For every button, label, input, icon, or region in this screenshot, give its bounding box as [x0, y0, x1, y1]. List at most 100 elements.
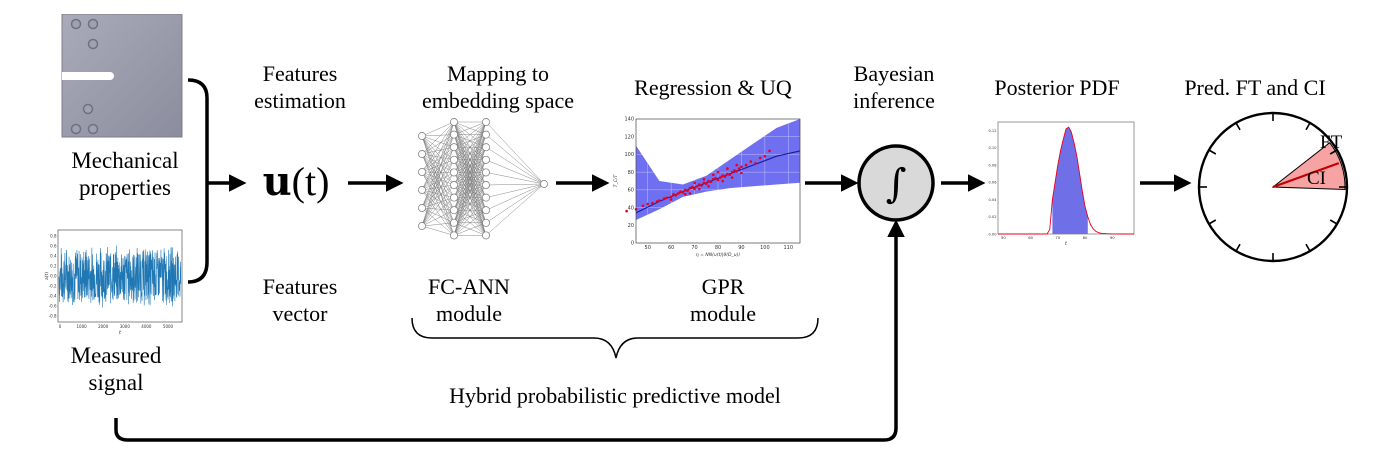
ann-weight: [485, 172, 545, 185]
ann-neuron: [418, 168, 426, 176]
gpr-xlabel: η = NN(u(t)|θ(D_u)): [696, 252, 740, 258]
gpr-data-point: [763, 154, 767, 158]
gpr-title: Regression & UQ: [634, 75, 792, 100]
gpr-ytick-label: 20: [628, 223, 634, 229]
ann-weight: [453, 121, 487, 135]
ann-weight: [421, 225, 455, 236]
gpr-data-point: [721, 174, 724, 177]
ann-weight: [485, 134, 545, 185]
dial-tick: [1235, 243, 1241, 252]
ci-label: CI: [1307, 168, 1326, 189]
vector-argument: (t): [291, 159, 330, 204]
gpr-data-point: [705, 182, 708, 185]
gpr-data-point: [681, 191, 685, 194]
gpr-data-point: [714, 177, 717, 180]
neural-network-diagram: [418, 118, 548, 240]
prediction-dial: FT CI: [1197, 111, 1349, 263]
ann-weight: [485, 183, 545, 198]
ann-weight: [485, 183, 545, 186]
ann-weight: [453, 147, 487, 236]
gpr-data-point: [716, 170, 720, 174]
ann-weight: [421, 153, 455, 161]
gpr-data-point: [768, 149, 771, 153]
ann-weight: [421, 147, 455, 227]
ann-weight: [421, 121, 455, 227]
signal-xtick-label: 3000: [120, 324, 131, 329]
signal-xtick-label: 4000: [141, 324, 152, 329]
gpr-data-point: [641, 204, 645, 208]
ann-weight: [421, 134, 455, 227]
gpr-data-point: [712, 177, 715, 181]
ann-neuron: [450, 130, 458, 139]
integral-symbol: ∫: [886, 161, 907, 207]
gpr-xtick-label: 110: [784, 245, 794, 251]
gpr-data-point: [688, 186, 692, 190]
ann-weight: [453, 159, 487, 236]
ann-weight: [453, 172, 487, 236]
ann-neuron: [482, 193, 490, 202]
pdf-ytick-label: 0.00: [988, 232, 997, 236]
ann-neuron: [450, 168, 458, 177]
ann-weight: [421, 172, 455, 227]
bayesian-inference-title: Bayesian inference: [853, 61, 935, 113]
ann-weight: [453, 184, 487, 236]
posterior-pdf-plot: 50 60 70 80 90 0.00 0.02 0.04 0.06 0.08 0.10 0.12 t: [988, 121, 1135, 247]
ann-neuron: [450, 181, 458, 189]
gpr-module-label: GPR module: [690, 274, 756, 326]
ann-weight: [485, 121, 545, 185]
gpr-data-point: [744, 163, 748, 167]
gpr-data-point: [646, 202, 649, 206]
signal-xtick-label: 5000: [163, 324, 174, 329]
gpr-ytick-label: 0: [631, 241, 634, 247]
gpr-xtick-label: 50: [645, 245, 651, 251]
signal-ytick-label: -0.2: [49, 284, 57, 289]
gpr-ytick-label: 120: [624, 134, 634, 140]
ann-weight: [421, 121, 455, 137]
ann-weight: [485, 159, 545, 185]
ann-weight: [421, 135, 455, 236]
gpr-data-point: [683, 188, 687, 192]
ann-weight: [421, 171, 455, 186]
signal-ytick-label: 0.8: [50, 234, 57, 239]
ann-weight: [421, 159, 455, 227]
ann-neuron: [482, 168, 490, 177]
ft-label: FT: [1320, 132, 1343, 153]
dial-tick: [1305, 122, 1311, 131]
pdf-ytick-label: 0.04: [988, 198, 997, 202]
dial-ticks: [1199, 113, 1347, 261]
ann-weight: [453, 197, 487, 236]
ann-weight: [485, 147, 545, 185]
ann-weight: [421, 184, 455, 227]
ann-neuron: [450, 218, 458, 227]
gpr-data-point: [698, 183, 701, 186]
gpr-ytick-label: 80: [628, 170, 634, 176]
vector-bold-u: u: [262, 158, 292, 205]
features-vector-symbol: u(t): [246, 158, 346, 206]
signal-ytick-label: 0.0: [50, 274, 57, 279]
hybrid-model-label: Hybrid probabilistic predictive model: [449, 383, 781, 408]
ann-weight: [453, 121, 487, 211]
gpr-data-point: [658, 199, 661, 202]
gpr-ytick-label: 100: [624, 152, 634, 158]
signal-ytick-label: 0.4: [50, 254, 57, 259]
ann-neuron: [450, 231, 458, 240]
arrow-signal-to-bayes: [114, 219, 905, 442]
pdf-xtick-label: 80: [1083, 235, 1088, 240]
gpr-xtick-label: 100: [760, 245, 770, 251]
signal-ytick-label: 0.2: [50, 264, 57, 269]
signal-xtick-label: 1000: [77, 324, 88, 329]
gpr-frame: [635, 118, 801, 244]
ann-weight: [421, 135, 455, 198]
gpr-data-point: [712, 173, 715, 177]
gpr-data-point: [669, 195, 673, 199]
mechanical-properties-label: Mechanical properties: [71, 148, 179, 200]
ann-weight: [421, 147, 455, 191]
dial-tick: [1208, 219, 1217, 225]
ann-neuron: [482, 181, 490, 189]
gpr-data-point: [651, 201, 654, 205]
gpr-ytick-label: 40: [628, 205, 634, 211]
gpr-data-point: [698, 187, 701, 191]
posterior-pdf-title: Posterior PDF: [994, 75, 1120, 100]
ann-weight: [421, 147, 455, 209]
